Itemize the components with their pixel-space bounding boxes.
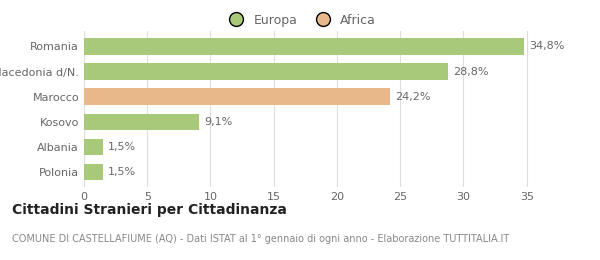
Bar — [84, 63, 448, 80]
Legend: Europa, Africa: Europa, Africa — [219, 9, 381, 32]
Text: 9,1%: 9,1% — [204, 117, 232, 127]
Text: 1,5%: 1,5% — [108, 167, 136, 177]
Text: Cittadini Stranieri per Cittadinanza: Cittadini Stranieri per Cittadinanza — [12, 203, 287, 217]
Bar — [84, 139, 103, 155]
Bar — [84, 114, 199, 130]
Text: 1,5%: 1,5% — [108, 142, 136, 152]
Bar — [84, 164, 103, 180]
Bar — [84, 38, 524, 55]
Bar — [84, 88, 390, 105]
Text: COMUNE DI CASTELLAFIUME (AQ) - Dati ISTAT al 1° gennaio di ogni anno - Elaborazi: COMUNE DI CASTELLAFIUME (AQ) - Dati ISTA… — [12, 234, 509, 244]
Text: 28,8%: 28,8% — [454, 67, 489, 76]
Text: 24,2%: 24,2% — [395, 92, 431, 102]
Text: 34,8%: 34,8% — [529, 41, 565, 51]
